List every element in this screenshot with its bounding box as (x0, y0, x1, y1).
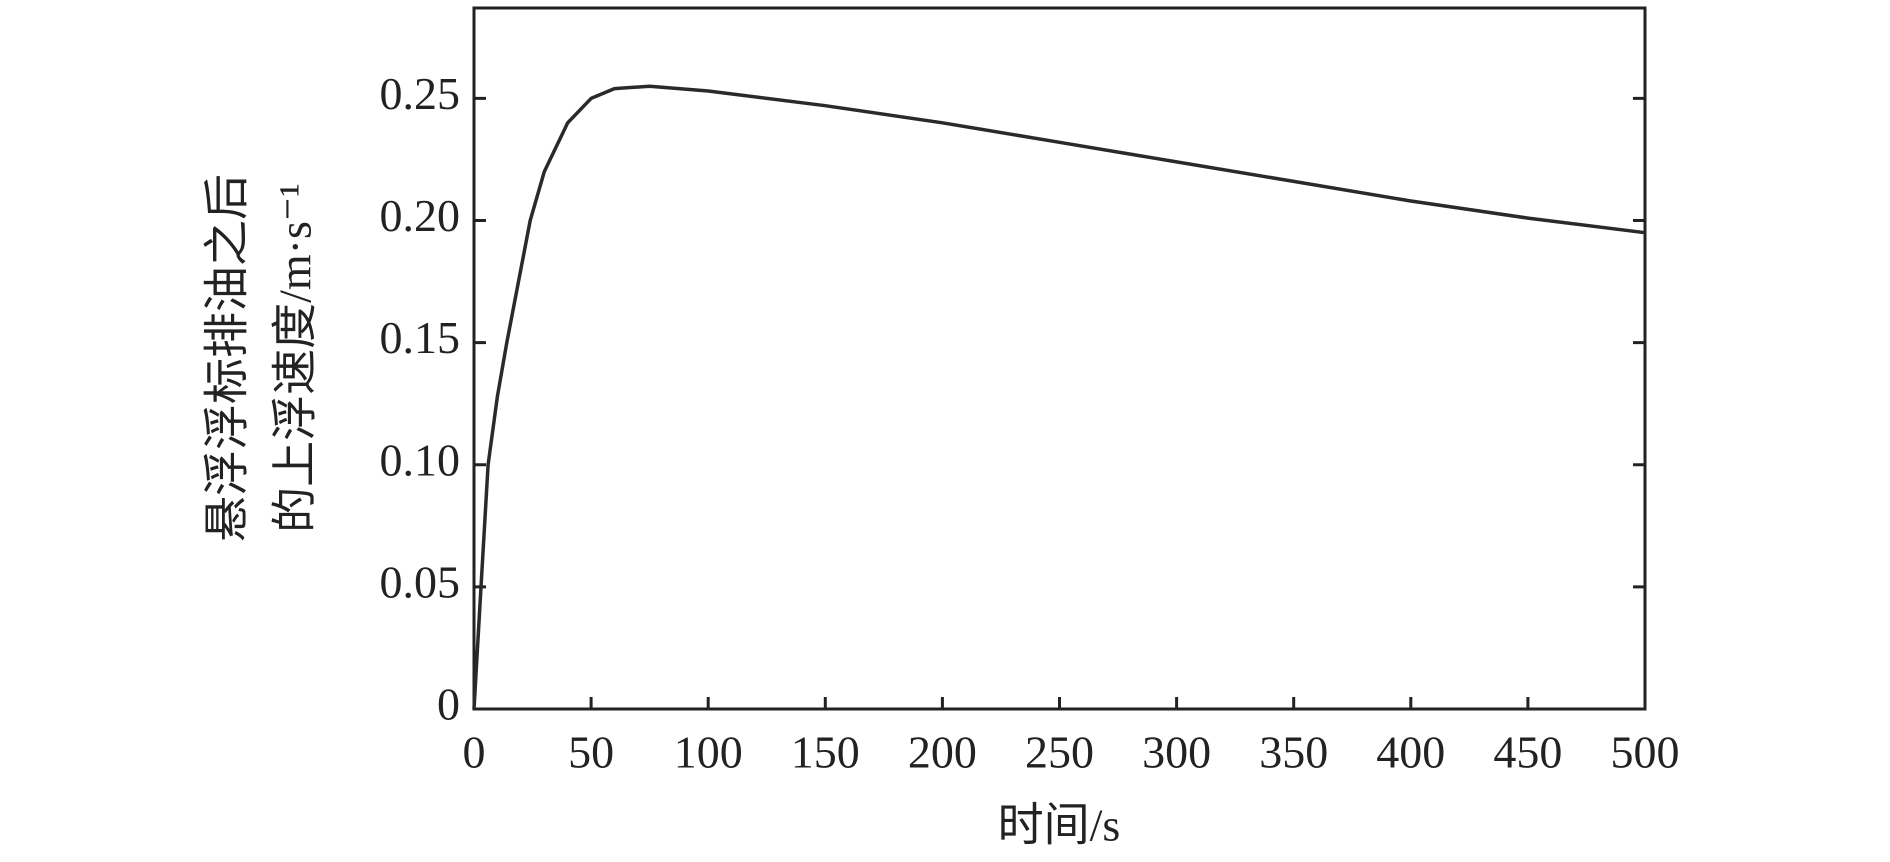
x-tick-label: 350 (1259, 727, 1328, 778)
y-tick-label: 0.10 (380, 434, 461, 485)
y-axis-title: 悬浮浮标排油之后 (202, 174, 253, 542)
x-tick-label: 100 (674, 727, 743, 778)
x-tick-label: 150 (791, 727, 860, 778)
y-tick-label: 0.15 (380, 312, 461, 363)
x-tick-label: 450 (1493, 727, 1562, 778)
x-tick-label: 400 (1376, 727, 1445, 778)
x-tick-label: 250 (1025, 727, 1094, 778)
y-tick-label: 0 (437, 679, 460, 730)
y-axis-title: 的上浮速度/m·s⁻¹ (270, 183, 321, 533)
x-tick-label: 300 (1142, 727, 1211, 778)
x-axis-title: 时间/s (998, 800, 1121, 851)
y-tick-label: 0.20 (380, 190, 461, 241)
y-tick-label: 0.05 (380, 556, 461, 607)
x-tick-label: 500 (1611, 727, 1680, 778)
y-tick-label: 0.25 (380, 68, 461, 119)
x-tick-label: 200 (908, 727, 977, 778)
plot-frame (472, 6, 1647, 711)
data-line (472, 84, 1646, 710)
x-tick-label: 0 (463, 727, 486, 778)
x-tick-label: 50 (568, 727, 614, 778)
